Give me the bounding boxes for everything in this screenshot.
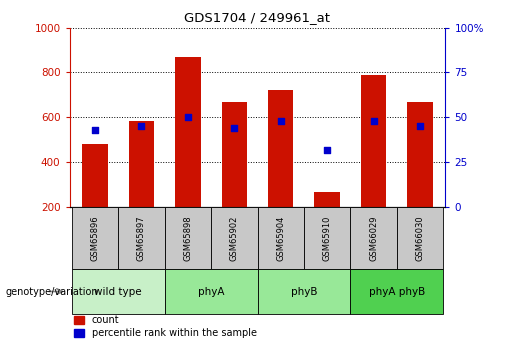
Bar (221, 101, 247, 207)
Bar (211, 207, 258, 269)
Title: GDS1704 / 249961_at: GDS1704 / 249961_at (184, 11, 331, 24)
Text: GSM65898: GSM65898 (183, 215, 193, 261)
Point (323, 147, 331, 152)
Bar (82, 144, 108, 207)
Legend: count, percentile rank within the sample: count, percentile rank within the sample (74, 315, 257, 338)
Text: GSM66029: GSM66029 (369, 215, 378, 261)
Text: GSM65910: GSM65910 (322, 215, 332, 261)
Bar (129, 121, 154, 207)
Point (416, 124, 424, 129)
Bar (268, 90, 294, 207)
Bar (304, 207, 350, 269)
Bar (72, 269, 165, 314)
Bar (350, 269, 443, 314)
Point (230, 125, 238, 131)
Bar (350, 207, 397, 269)
Text: GSM66030: GSM66030 (416, 215, 424, 261)
Text: GSM65902: GSM65902 (230, 215, 239, 261)
Point (369, 118, 377, 124)
Text: phyA phyB: phyA phyB (369, 287, 425, 296)
Bar (72, 207, 118, 269)
Bar (258, 207, 304, 269)
Bar (407, 101, 433, 207)
Point (91, 127, 99, 132)
Bar (314, 193, 340, 207)
Point (277, 118, 285, 124)
Bar (258, 269, 350, 314)
Point (184, 115, 192, 120)
Bar (165, 269, 258, 314)
Text: GSM65896: GSM65896 (91, 215, 99, 261)
Text: wild type: wild type (94, 287, 142, 296)
Bar (361, 75, 386, 207)
Bar (397, 207, 443, 269)
Point (138, 124, 146, 129)
Text: GSM65897: GSM65897 (137, 215, 146, 261)
Bar (165, 207, 211, 269)
Bar (175, 57, 201, 207)
Text: GSM65904: GSM65904 (276, 215, 285, 261)
Bar (118, 207, 165, 269)
Text: genotype/variation: genotype/variation (5, 287, 98, 296)
Text: phyB: phyB (290, 287, 317, 296)
Text: phyA: phyA (198, 287, 225, 296)
